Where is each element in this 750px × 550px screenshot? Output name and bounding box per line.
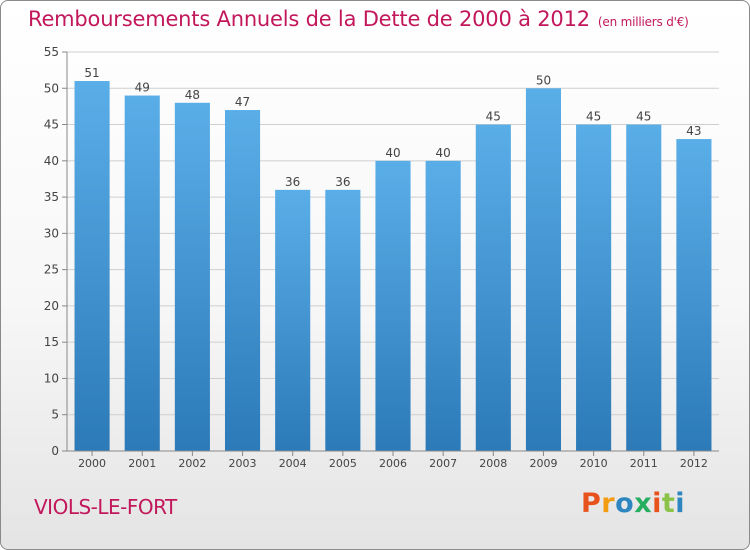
x-tick-label: 2001 [128,457,156,470]
commune-name: VIOLS-LE-FORT [34,495,177,519]
data-label: 47 [235,95,250,109]
y-tick-label: 0 [51,444,59,458]
data-label: 45 [486,110,501,124]
x-tick-label: 2008 [479,457,507,470]
x-tick-label: 2012 [680,457,708,470]
chart-title: Remboursements Annuels de la Dette de 20… [28,7,689,31]
logo-letter: P [581,488,602,519]
logo-letter: o [615,488,635,519]
bar [124,95,160,451]
y-tick-label: 55 [44,45,59,59]
data-label: 49 [135,81,150,95]
data-label: 45 [586,110,601,124]
bar [74,81,110,451]
bars [74,81,712,452]
proxiti-logo[interactable]: Proxiti [581,488,685,519]
chart-title-text: Remboursements Annuels de la Dette de 20… [28,7,590,31]
data-label: 40 [385,146,400,160]
bar [576,124,612,451]
bar [475,124,511,451]
x-tick-label: 2005 [329,457,357,470]
y-tick-label: 25 [44,263,59,277]
logo-letter: i [675,488,686,519]
axes: 0 5 10 15 20 25 30 35 40 45 50 55 2000 2001 2002 2003 20… [44,45,719,470]
bar [325,189,361,451]
y-tick-label: 30 [44,226,59,240]
x-tick-label: 2010 [580,457,608,470]
y-tick-label: 35 [44,190,59,204]
x-tick-label: 2009 [529,457,557,470]
logo-letter: r [601,488,616,519]
data-label: 48 [185,88,200,102]
y-tick-label: 40 [44,154,59,168]
x-tick-label: 2000 [78,457,106,470]
data-label: 36 [335,175,350,189]
y-tick-label: 5 [51,408,59,422]
data-label: 40 [436,146,451,160]
bar [174,102,210,452]
chart-subtitle: (en milliers d'€) [597,15,689,29]
bar [525,88,562,451]
bar [425,160,461,451]
data-labels: 51 49 48 47 36 36 40 40 45 50 45 45 43 [84,66,701,189]
data-label: 43 [686,124,701,138]
bar [626,124,662,451]
data-label: 51 [84,66,99,80]
bar [676,139,712,451]
y-tick-label: 10 [44,371,59,385]
y-tick-label: 15 [44,335,59,349]
logo-letter: x [634,488,653,519]
x-tick-label: 2002 [178,457,206,470]
y-tick-label: 50 [44,81,59,95]
x-tick-label: 2011 [630,457,658,470]
x-tick-label: 2003 [229,457,257,470]
data-label: 36 [285,175,300,189]
y-tick-label: 45 [44,118,59,132]
x-tick-label: 2006 [379,457,407,470]
logo-letter: i [652,488,662,519]
x-tick-label: 2007 [429,457,457,470]
logo-letter: t [661,488,676,519]
bar [375,160,411,451]
bar [275,189,311,451]
data-label: 50 [536,73,551,87]
data-label: 45 [636,110,651,124]
x-tick-label: 2004 [279,457,307,470]
y-tick-label: 20 [44,299,59,313]
bar [224,110,261,451]
